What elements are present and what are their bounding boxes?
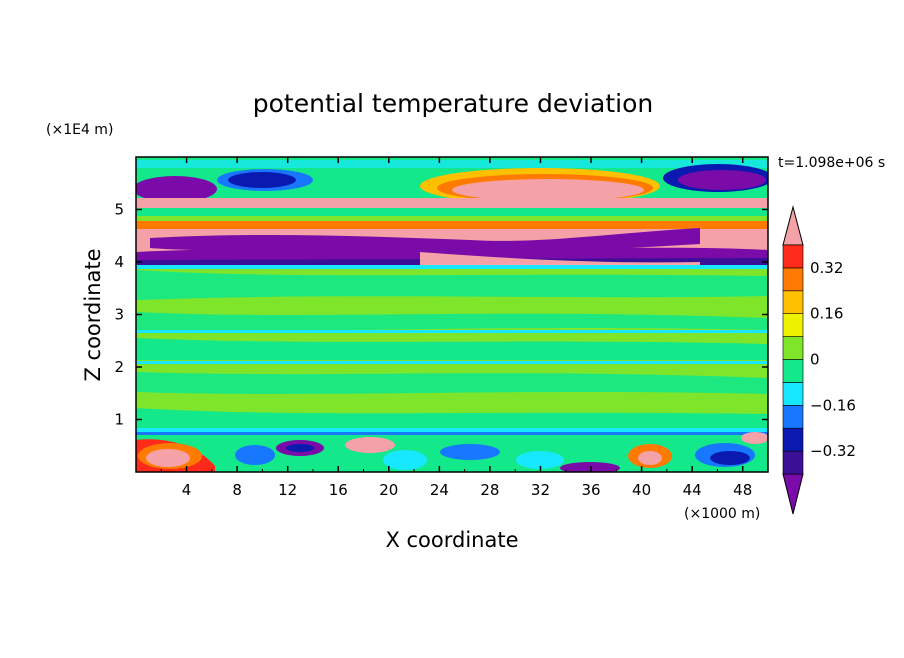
y-tick-label: 5 [114, 201, 124, 219]
colorbar-label: −0.16 [810, 396, 856, 414]
x-axis-label: X coordinate [385, 528, 518, 552]
y-axis-label: Z coordinate [81, 248, 105, 381]
x-tick-label: 4 [182, 481, 192, 499]
heatmap-field [136, 157, 768, 472]
y-tick-label: 3 [114, 306, 124, 324]
x-unit-label: (×1000 m) [684, 506, 760, 522]
chart-title: potential temperature deviation [253, 89, 653, 118]
colorbar-swatch [782, 267, 804, 292]
x-tick-label: 24 [430, 481, 449, 499]
x-tick-label: 44 [683, 481, 702, 499]
colorbar-label: −0.32 [810, 442, 856, 460]
y-unit-label: (×1E4 m) [46, 122, 113, 138]
x-tick-label: 32 [531, 481, 550, 499]
cold-band-mid [150, 228, 700, 254]
colorbar-swatch [782, 359, 804, 383]
x-tick-label: 36 [581, 481, 600, 499]
y-tick-label: 1 [114, 411, 124, 429]
colorbar-label: 0.16 [810, 305, 843, 323]
colorbar-swatch [782, 382, 804, 406]
x-tick-label: 8 [232, 481, 242, 499]
colorbar-top-arrow [782, 205, 804, 246]
colorbar-label: 0.32 [810, 259, 843, 277]
x-ticks: 4 8 12 16 20 24 28 32 36 40 44 48 [160, 157, 752, 499]
colorbar-swatch [782, 244, 804, 269]
colorbar-swatch [782, 336, 804, 360]
y-ticks: 1 2 3 4 5 [114, 201, 768, 429]
colorbar-swatch [782, 290, 804, 314]
y-tick-label: 2 [114, 358, 124, 376]
colorbar-bottom-arrow [782, 473, 804, 515]
x-tick-label: 40 [632, 481, 651, 499]
colorbar [782, 205, 804, 515]
cold-blob-top-left [136, 176, 217, 202]
x-tick-label: 48 [733, 481, 752, 499]
time-label: t=1.098e+06 s [778, 155, 885, 171]
x-tick-label: 20 [379, 481, 398, 499]
colorbar-labels: 0.32 0.16 0 −0.16 −0.32 [810, 259, 856, 460]
colorbar-swatch [782, 313, 804, 337]
x-tick-label: 16 [329, 481, 348, 499]
colorbar-swatch [782, 427, 804, 452]
x-tick-label: 28 [480, 481, 499, 499]
colorbar-swatch [782, 450, 804, 475]
colorbar-swatch [782, 404, 804, 429]
colorbar-label: 0 [810, 351, 820, 369]
x-tick-label: 12 [278, 481, 297, 499]
y-tick-label: 4 [114, 253, 124, 271]
